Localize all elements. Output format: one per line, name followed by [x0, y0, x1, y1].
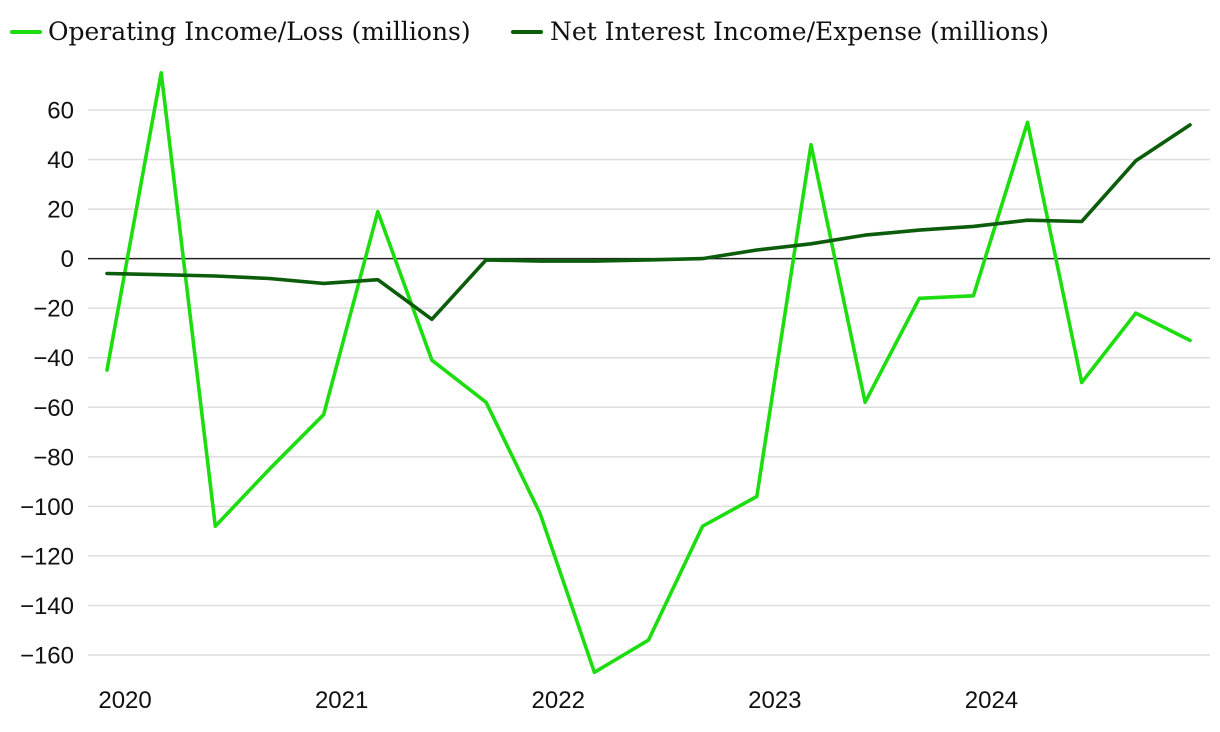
x-tick-label: 2023 — [748, 687, 801, 714]
x-tick-label: 2021 — [315, 687, 368, 714]
y-tick-label: 40 — [47, 147, 74, 174]
y-axis: 60 40 20 0 −20 −40 −60 −80 −100 −120 −140 −160 — [20, 98, 74, 670]
series-layer — [105, 71, 1192, 675]
x-tick-label: 2024 — [965, 687, 1018, 714]
y-tick-label: 60 — [47, 98, 74, 125]
y-tick-label: 0 — [61, 246, 74, 273]
y-tick-label: 20 — [47, 197, 74, 224]
series-line-1 — [105, 71, 1192, 675]
legend-label: Net Interest Income/Expense (millions) — [550, 17, 1049, 46]
y-tick-label: −20 — [33, 296, 74, 323]
y-tick-label: −120 — [20, 543, 74, 570]
legend: Operating Income/Loss (millions) Net Inte… — [10, 17, 1049, 46]
y-tick-label: −140 — [20, 593, 74, 620]
legend-label: Operating Income/Loss (millions) — [48, 17, 471, 46]
x-tick-label: 2020 — [98, 687, 151, 714]
y-tick-label: −80 — [33, 444, 74, 471]
y-tick-label: −100 — [20, 494, 74, 521]
series-line-2 — [105, 123, 1192, 322]
y-tick-label: −60 — [33, 395, 74, 422]
y-tick-label: −40 — [33, 345, 74, 372]
x-tick-label: 2022 — [532, 687, 585, 714]
y-tick-label: −160 — [20, 643, 74, 670]
x-axis: 2020 2021 2022 2023 2024 — [98, 687, 1018, 714]
